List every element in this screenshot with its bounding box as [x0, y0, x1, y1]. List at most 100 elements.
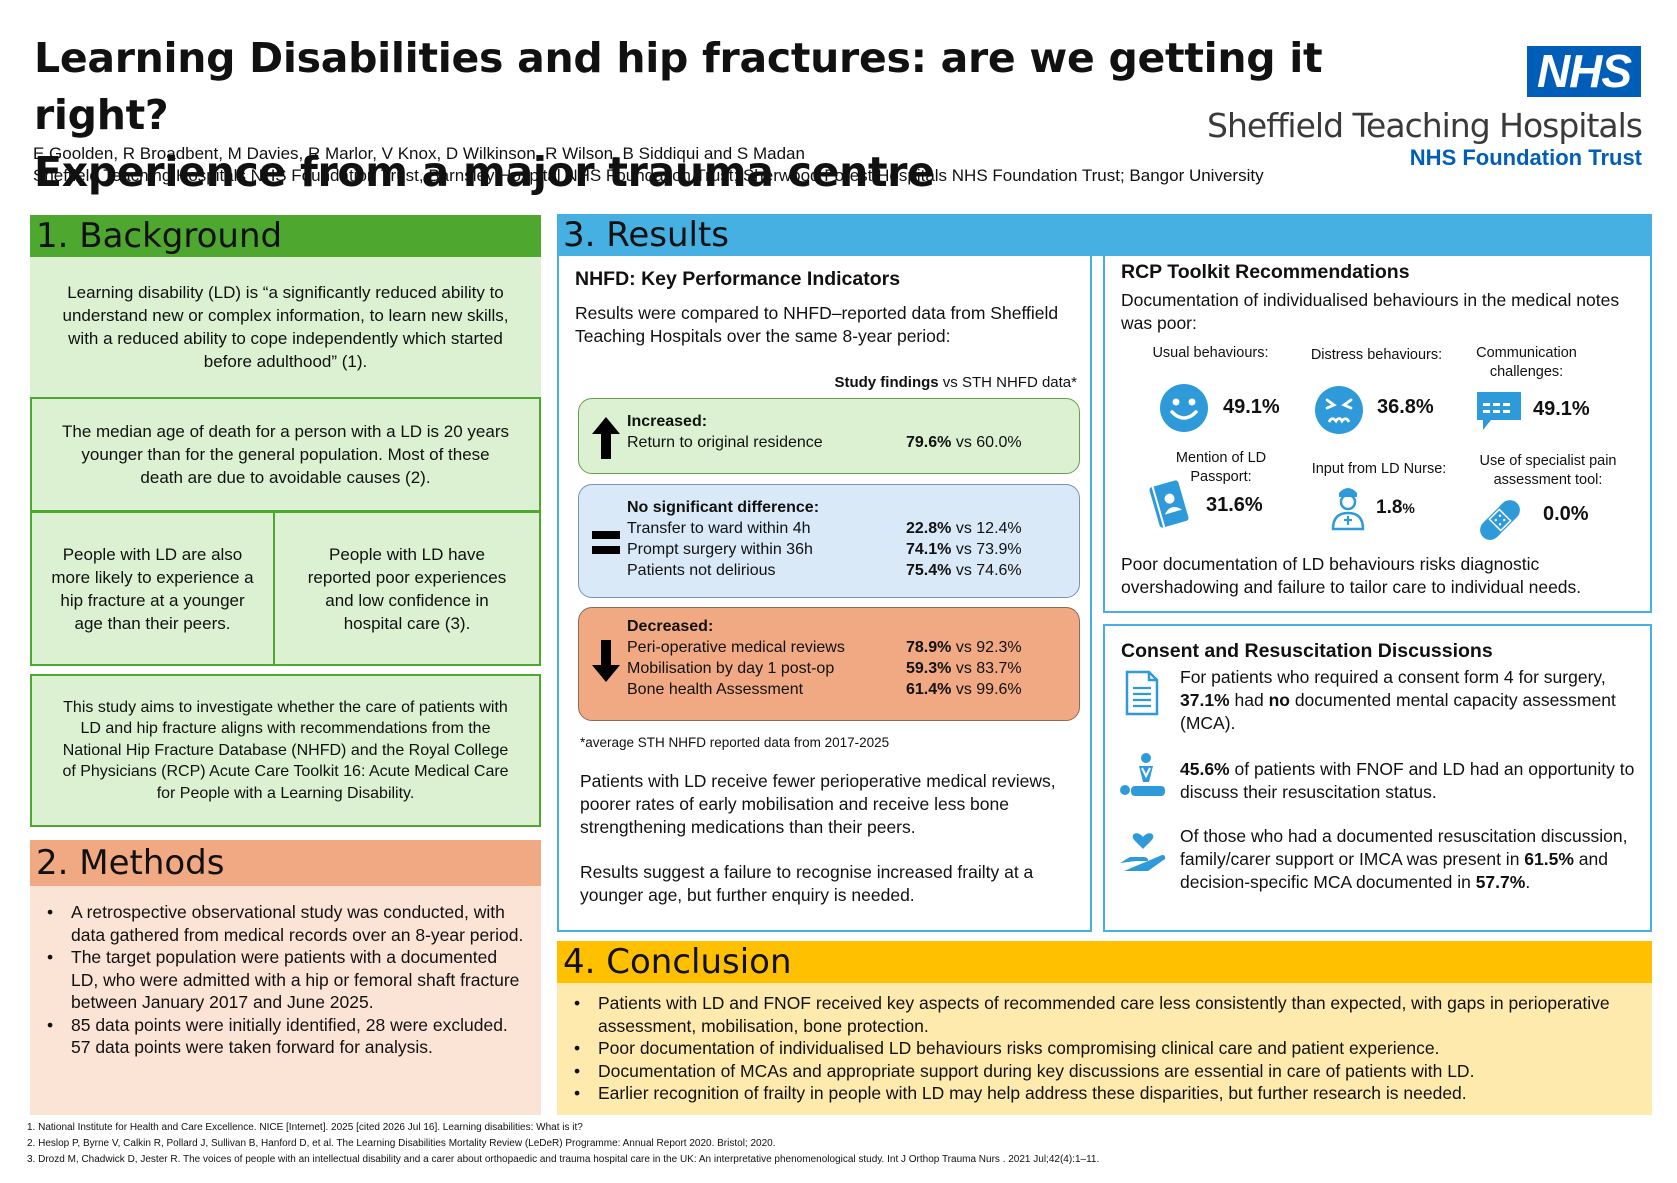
stat-label: Input from LD Nurse: [1311, 461, 1447, 477]
consent-title: Consent and Resuscitation Discussions [1121, 640, 1493, 662]
trust-name: Sheffield Teaching Hospitals [1207, 106, 1643, 145]
conclusion-item: Patients with LD and FNOF received key a… [557, 992, 1644, 1037]
poster-title: Learning Disabilities and hip fractures:… [34, 30, 1354, 201]
reference-1: 1. National Institute for Health and Car… [27, 1122, 583, 1133]
rcp-intro: Documentation of individualised behaviou… [1121, 290, 1620, 333]
speech-bubble-icon [1477, 392, 1521, 430]
smiley-face-icon [1160, 384, 1208, 432]
kpi-footnote: *average STH NHFD reported data from 201… [580, 735, 890, 750]
consent-stat: 61.5% [1524, 849, 1574, 869]
experience-text: People with LD have reported poor experi… [307, 544, 507, 633]
reference-2: 2. Heslop P, Byrne V, Calkin R, Pollard … [27, 1138, 776, 1149]
consent-emphasis: no [1268, 690, 1290, 710]
methods-list: A retrospective observational study was … [30, 886, 541, 1059]
ld-definition: Learning disability (LD) is “a significa… [30, 257, 541, 397]
consent-stat: 37.1% [1180, 690, 1230, 710]
consent-text: For patients who required a consent form… [1180, 667, 1606, 687]
conclusion-heading: 4. Conclusion [557, 941, 1652, 983]
methods-item: The target population were patients with… [30, 946, 529, 1014]
stat-label: Use of specialist pain assessment tool: [1479, 453, 1617, 488]
stat-label: Usual behaviours: [1152, 345, 1269, 361]
background-heading: 1. Background [30, 215, 541, 257]
stat-value: 1.8% [1376, 497, 1415, 519]
trust-subtitle: NHS Foundation Trust [1409, 145, 1642, 170]
consent-text: documented mental capacity assessment (M… [1180, 690, 1616, 733]
experience-box: People with LD have reported poor experi… [273, 511, 541, 666]
kpi-row-name: Bone health Assessment [627, 681, 804, 698]
kpi-sth-value: vs 73.9% [951, 541, 1022, 558]
stat-value: 49.1% [1533, 398, 1590, 420]
kpi-sth-value: vs 83.7% [951, 660, 1022, 677]
arrow-up-icon [592, 417, 620, 459]
kpi-row-value: 79.6% vs 60.0% [906, 432, 1022, 453]
kpi-increased-box: Increased: Return to original residence … [578, 398, 1080, 474]
consent-text: of patients with FNOF and LD had an oppo… [1180, 759, 1635, 802]
kpi-legend-study: Study findings [834, 374, 939, 391]
kpi-study-value: 22.8% [906, 520, 952, 537]
rcp-conclusion: Poor documentation of LD behaviours risk… [1121, 554, 1582, 597]
stat-value: 49.1% [1223, 396, 1280, 418]
consent-stat: 57.7% [1475, 872, 1526, 892]
kpi-study-value: 79.6% [906, 434, 952, 451]
kpi-sth-value: vs 12.4% [951, 520, 1022, 537]
stat-value-suffix: % [1402, 500, 1415, 516]
consent-item-2: 45.6% of patients with FNOF and LD had a… [1180, 758, 1645, 804]
consent-stat: 45.6% [1180, 759, 1230, 779]
kpi-increased-label: Increased: [627, 413, 708, 430]
arrow-down-icon [592, 640, 620, 682]
kpi-decreased-box: Decreased: Peri-operative medical review… [578, 607, 1080, 721]
stat-label: Mention of LD Passport: [1175, 450, 1267, 485]
kpi-sth-value: vs 60.0% [951, 434, 1022, 451]
stat-value: 31.6% [1206, 494, 1263, 516]
kpi-intro: Results were compared to NHFD–reported d… [575, 303, 1059, 346]
conclusion-item: Poor documentation of individualised LD … [557, 1037, 1644, 1060]
rcp-title: RCP Toolkit Recommendations [1121, 261, 1410, 283]
reference-3: 3. Drozd M, Chadwick D, Jester R. The vo… [27, 1154, 1100, 1165]
conclusion-item: Documentation of MCAs and appropriate su… [557, 1060, 1644, 1083]
kpi-row-value: 78.9% vs 92.3% [906, 637, 1022, 658]
consent-item-1: For patients who required a consent form… [1180, 666, 1645, 735]
methods-item: 85 data points were initially identified… [30, 1014, 529, 1059]
kpi-summary-2: Results suggest a failure to recognise i… [580, 862, 1034, 905]
fracture-risk-text: People with LD are also more likely to e… [51, 544, 254, 633]
results-heading: 3. Results [557, 214, 1652, 256]
authors: E Goolden, R Broadbent, M Davies, R Marl… [33, 144, 805, 163]
consent-text: and decision-specific MCA documented in [1180, 849, 1608, 892]
plaster-icon [1480, 500, 1520, 540]
title-line-2: Experience from a major trauma centre [34, 148, 935, 196]
conclusion-list: Patients with LD and FNOF received key a… [557, 983, 1652, 1105]
consent-text: had [1229, 690, 1269, 710]
nurse-icon [1331, 488, 1365, 531]
kpi-study-value: 59.3% [906, 660, 952, 677]
kpi-study-value: 61.4% [906, 681, 952, 698]
median-age-box: The median age of death for a person wit… [30, 397, 541, 512]
consent-panel [1103, 624, 1652, 932]
kpi-sth-value: vs 99.6% [951, 681, 1022, 698]
kpi-row-name: Prompt surgery within 36h [627, 541, 813, 558]
kpi-row-value: 74.1% vs 73.9% [906, 539, 1022, 560]
kpi-nosig-box: No significant difference: Transfer to w… [578, 484, 1080, 598]
kpi-title: NHFD: Key Performance Indicators [575, 268, 901, 290]
methods-item: A retrospective observational study was … [30, 901, 529, 946]
median-age-text: The median age of death for a person wit… [62, 422, 509, 487]
consent-text: . [1525, 872, 1531, 892]
title-line-1: Learning Disabilities and hip fractures:… [34, 34, 1323, 139]
kpi-legend: Study findings vs STH NHFD data* [575, 374, 1077, 391]
rcp-panel [1103, 254, 1652, 613]
kpi-row-name: Patients not delirious [627, 562, 776, 579]
kpi-row-value: 59.3% vs 83.7% [906, 658, 1022, 679]
kpi-row-value: 22.8% vs 12.4% [906, 518, 1022, 539]
kpi-sth-value: vs 92.3% [951, 639, 1022, 656]
kpi-row-name: Mobilisation by day 1 post-op [627, 660, 835, 677]
kpi-row-value: 75.4% vs 74.6% [906, 560, 1022, 581]
author-block: E Goolden, R Broadbent, M Davies, R Marl… [33, 143, 1264, 187]
methods-body: A retrospective observational study was … [30, 886, 541, 1115]
stat-value-number: 1.8 [1376, 497, 1403, 518]
cpr-icon [1120, 753, 1165, 796]
stat-label: Communication challenges: [1476, 345, 1577, 380]
kpi-row-value: 61.4% vs 99.6% [906, 679, 1022, 700]
fracture-risk-box: People with LD are also more likely to e… [30, 511, 275, 666]
passport-icon [1149, 480, 1189, 528]
kpi-legend-sth: vs STH NHFD data* [938, 374, 1077, 391]
distressed-face-icon [1315, 386, 1363, 434]
